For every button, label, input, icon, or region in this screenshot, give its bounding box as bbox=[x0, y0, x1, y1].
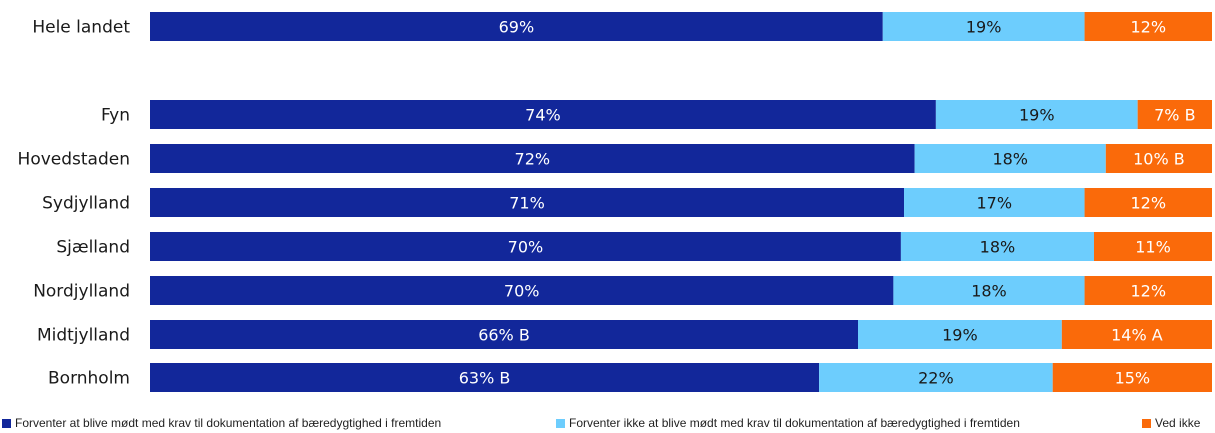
data-label-sjaelland-series-3: 11% bbox=[1135, 238, 1171, 257]
category-label-bornholm: Bornholm bbox=[48, 369, 130, 389]
legend-item-series-3: Ved ikke bbox=[1142, 416, 1200, 430]
legend-label-series-3: Ved ikke bbox=[1155, 416, 1201, 430]
legend-swatch-series-2 bbox=[556, 419, 565, 428]
bar-segment-nordjylland-series-3 bbox=[1084, 276, 1212, 305]
data-label-hele-landet-series-1: 69% bbox=[499, 18, 535, 37]
category-label-sjaelland: Sjælland bbox=[56, 238, 130, 258]
legend-label-series-2: Forventer ikke at blive mødt med krav ti… bbox=[569, 416, 1020, 430]
bar-segment-bornholm-series-3 bbox=[1052, 363, 1212, 392]
bar-segment-bornholm-series-2 bbox=[819, 363, 1053, 392]
data-label-sydjylland-series-1: 71% bbox=[509, 194, 545, 213]
bar-segment-hele-landet-series-3 bbox=[1084, 12, 1212, 41]
data-label-midtjylland-series-3: 14% A bbox=[1111, 326, 1163, 345]
bar-segment-hele-landet-series-2 bbox=[882, 12, 1085, 41]
data-label-midtjylland-series-2: 19% bbox=[942, 326, 978, 345]
data-label-midtjylland-series-1: 66% B bbox=[478, 326, 530, 345]
bar-segment-fyn-series-1 bbox=[150, 100, 936, 129]
stacked-bar-chart: Hele landet 69% 19% 12% Fyn 74% 19% 7% B Hovedst… bbox=[18, 12, 1212, 392]
bar-segment-hovedstaden-series-2 bbox=[914, 144, 1106, 173]
category-label-hovedstaden: Hovedstaden bbox=[18, 150, 130, 170]
data-label-fyn-series-3: 7% B bbox=[1154, 106, 1195, 125]
bar-segment-hele-landet-series-1 bbox=[150, 12, 883, 41]
category-label-sydjylland: Sydjylland bbox=[42, 194, 130, 214]
legend-label-series-1: Forventer at blive mødt med krav til dok… bbox=[15, 416, 442, 430]
legend-item-series-2: Forventer ikke at blive mødt med krav ti… bbox=[556, 416, 1020, 430]
data-label-nordjylland-series-2: 18% bbox=[971, 282, 1007, 301]
data-label-hele-landet-series-2: 19% bbox=[966, 18, 1002, 37]
legend-item-series-1: Forventer at blive mødt med krav til dok… bbox=[2, 416, 441, 430]
data-label-sydjylland-series-2: 17% bbox=[977, 194, 1013, 213]
data-label-hovedstaden-series-1: 72% bbox=[515, 150, 551, 169]
category-label-midtjylland: Midtjylland bbox=[37, 326, 130, 346]
bar-segment-midtjylland-series-3 bbox=[1061, 320, 1212, 349]
data-label-sydjylland-series-3: 12% bbox=[1130, 194, 1166, 213]
bar-segment-nordjylland-series-1 bbox=[150, 276, 894, 305]
data-label-bornholm-series-3: 15% bbox=[1115, 369, 1151, 388]
bar-segment-sjaelland-series-2 bbox=[900, 232, 1094, 261]
bar-segment-nordjylland-series-2 bbox=[893, 276, 1085, 305]
bar-segment-sjaelland-series-1 bbox=[150, 232, 901, 261]
category-label-nordjylland: Nordjylland bbox=[33, 282, 130, 302]
data-label-hele-landet-series-3: 12% bbox=[1130, 18, 1166, 37]
bar-segment-midtjylland-series-1 bbox=[150, 320, 858, 349]
data-label-fyn-series-1: 74% bbox=[525, 106, 561, 125]
data-label-nordjylland-series-1: 70% bbox=[504, 282, 540, 301]
bar-segment-sydjylland-series-1 bbox=[150, 188, 905, 217]
data-label-bornholm-series-1: 63% B bbox=[459, 369, 511, 388]
bar-segment-sjaelland-series-3 bbox=[1094, 232, 1212, 261]
bar-segment-hovedstaden-series-1 bbox=[150, 144, 915, 173]
category-label-hele-landet: Hele landet bbox=[32, 18, 130, 38]
data-label-bornholm-series-2: 22% bbox=[918, 369, 954, 388]
legend-swatch-series-1 bbox=[2, 419, 11, 428]
bar-segment-sydjylland-series-2 bbox=[904, 188, 1085, 217]
data-label-fyn-series-2: 19% bbox=[1019, 106, 1055, 125]
bar-segment-bornholm-series-1 bbox=[150, 363, 820, 392]
data-label-hovedstaden-series-2: 18% bbox=[992, 150, 1028, 169]
category-label-fyn: Fyn bbox=[101, 106, 130, 126]
data-label-nordjylland-series-3: 12% bbox=[1130, 282, 1166, 301]
legend: Forventer at blive mødt med krav til dok… bbox=[0, 413, 1215, 433]
data-label-sjaelland-series-1: 70% bbox=[508, 238, 544, 257]
bar-segment-sydjylland-series-3 bbox=[1084, 188, 1212, 217]
data-label-sjaelland-series-2: 18% bbox=[980, 238, 1016, 257]
bar-segment-midtjylland-series-2 bbox=[858, 320, 1062, 349]
data-label-hovedstaden-series-3: 10% B bbox=[1133, 150, 1185, 169]
legend-swatch-series-3 bbox=[1142, 419, 1151, 428]
bar-segment-fyn-series-3 bbox=[1137, 100, 1212, 129]
bar-segment-hovedstaden-series-3 bbox=[1105, 144, 1212, 173]
bar-segment-fyn-series-2 bbox=[935, 100, 1138, 129]
